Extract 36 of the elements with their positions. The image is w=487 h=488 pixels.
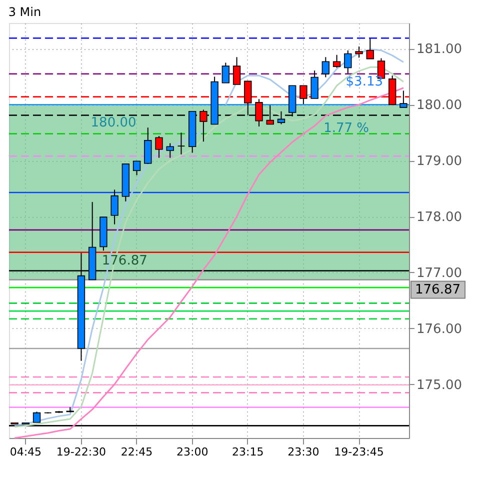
x-tick-label: 22:45 bbox=[120, 446, 153, 458]
candlestick bbox=[232, 56, 241, 86]
x-tick-label: 23:30 bbox=[288, 446, 320, 458]
y-tick-label: 175.00 bbox=[416, 378, 462, 393]
candlestick bbox=[332, 54, 341, 68]
candlestick bbox=[310, 70, 318, 100]
candlestick bbox=[222, 62, 230, 84]
candlestick bbox=[177, 132, 186, 155]
candlestick bbox=[344, 50, 352, 74]
y-tick-label: 177.00 bbox=[416, 266, 462, 281]
annotation: 180.00 bbox=[90, 116, 136, 131]
x-tick-label: 23:15 bbox=[232, 446, 264, 458]
annotation: 176.87 bbox=[102, 254, 148, 269]
candlestick bbox=[322, 56, 330, 78]
y-tick-label: 181.00 bbox=[416, 42, 462, 58]
candlestick bbox=[400, 90, 408, 108]
x-tick-label: 19-23:45 bbox=[334, 446, 384, 458]
candlestick bbox=[132, 160, 141, 176]
candlestick bbox=[110, 189, 118, 225]
y-tick-label: 179.00 bbox=[416, 154, 462, 170]
candlestick bbox=[366, 38, 374, 60]
candlestick bbox=[155, 135, 163, 158]
candlestick bbox=[144, 127, 152, 164]
candlestick bbox=[166, 142, 174, 158]
candlestick bbox=[355, 46, 363, 58]
y-tick-label: 178.00 bbox=[416, 210, 462, 226]
annotation: 1.77 % bbox=[324, 121, 369, 136]
y-tick-label: 180.00 bbox=[416, 98, 462, 114]
y-tick-label: 176.00 bbox=[416, 322, 462, 337]
annotation: $3.13 bbox=[346, 74, 383, 90]
x-tick-label: 04:45 bbox=[10, 446, 42, 458]
ref-line-label: 176.87 bbox=[415, 282, 460, 298]
x-tick-label: 19-22:30 bbox=[56, 446, 106, 458]
chart-title: 3 Min bbox=[8, 5, 42, 19]
x-tick-label: 23:00 bbox=[176, 446, 208, 458]
candlestick bbox=[32, 411, 41, 423]
